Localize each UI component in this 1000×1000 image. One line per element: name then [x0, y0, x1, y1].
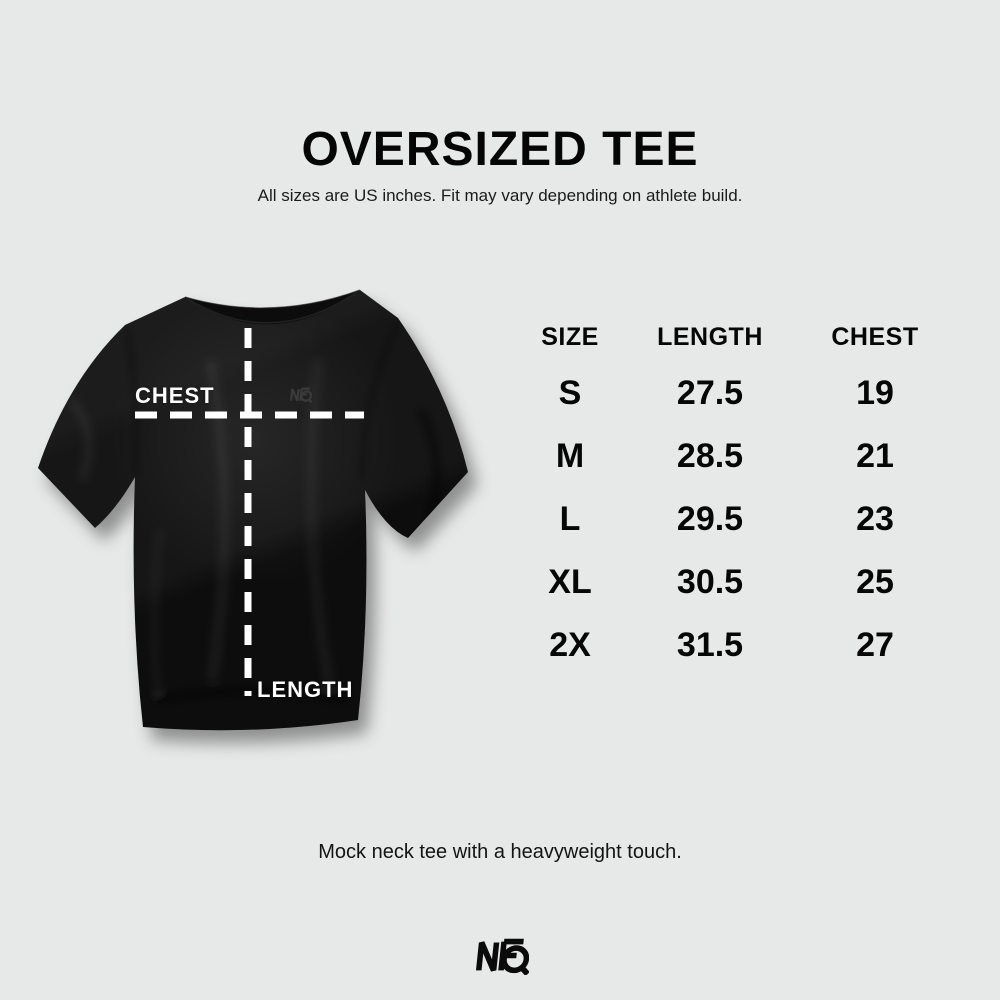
table-row: 2X 31.5 27	[505, 614, 965, 677]
measurement-lines	[135, 328, 364, 696]
table-row: XL 30.5 25	[505, 551, 965, 614]
cell-length: 30.5	[676, 563, 744, 601]
brand-footer	[0, 936, 1000, 975]
column-header-chest: CHEST	[831, 322, 919, 351]
size-table: SIZE LENGTH CHEST S 27.5 19 M 28.5 21 L …	[505, 312, 965, 677]
column-header-size: SIZE	[541, 322, 599, 351]
size-table-body: S 27.5 19 M 28.5 21 L 29.5 23 XL 30.5 25…	[505, 362, 965, 677]
size-table-header: SIZE LENGTH CHEST	[505, 312, 965, 362]
cell-length: 28.5	[676, 437, 744, 475]
product-caption: Mock neck tee with a heavyweight touch.	[318, 841, 682, 863]
cell-chest: 23	[856, 500, 894, 538]
cell-chest: 25	[856, 563, 894, 601]
page-subtitle: All sizes are US inches. Fit may vary de…	[257, 186, 743, 205]
tee-silhouette	[38, 289, 468, 731]
cell-size: M	[555, 437, 585, 475]
cell-length: 31.5	[676, 626, 744, 664]
tee-photo	[38, 289, 468, 731]
table-row: M 28.5 21	[505, 425, 965, 488]
cell-size: 2X	[549, 626, 591, 664]
cell-length: 29.5	[676, 500, 744, 538]
cell-length: 27.5	[676, 374, 744, 412]
tee-measurement-diagram: CHEST LENGTH	[0, 230, 530, 760]
table-row: L 29.5 23	[505, 488, 965, 551]
nfq-brand-logo-icon	[471, 936, 529, 975]
collar	[184, 289, 361, 325]
length-label: LENGTH	[257, 677, 354, 702]
cell-size: S	[558, 374, 582, 412]
column-header-length: LENGTH	[657, 322, 763, 351]
page-title: OVERSIZED TEE	[301, 123, 699, 176]
cell-size: XL	[548, 563, 592, 601]
table-row: S 27.5 19	[505, 362, 965, 425]
cell-chest: 27	[856, 626, 894, 664]
nfq-chest-logo-icon	[289, 387, 312, 403]
fabric-wrinkles	[66, 321, 443, 705]
cell-size: L	[559, 500, 581, 538]
cell-chest: 19	[856, 374, 894, 412]
cell-chest: 21	[856, 437, 894, 475]
chest-label: CHEST	[135, 383, 215, 408]
